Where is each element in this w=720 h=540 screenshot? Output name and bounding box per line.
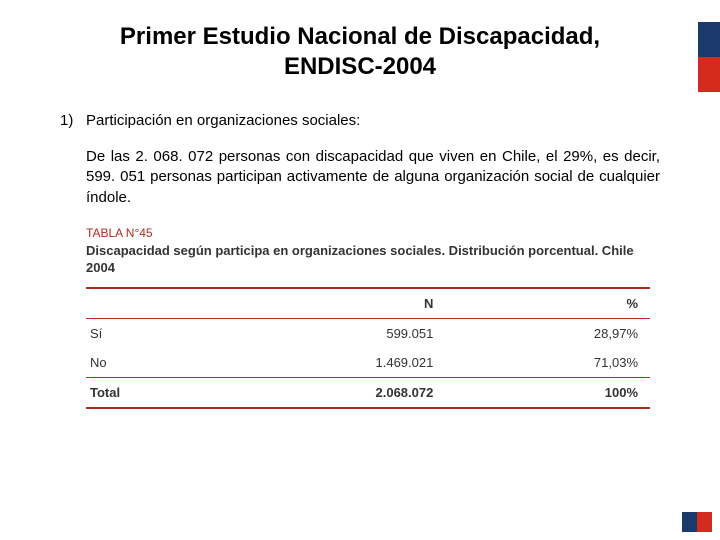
table-row: No 1.469.021 71,03% xyxy=(86,348,650,378)
total-n: 2.068.072 xyxy=(289,377,503,408)
flag-red xyxy=(698,57,720,92)
corner-red xyxy=(697,512,712,532)
row-pct: 71,03% xyxy=(503,348,650,378)
total-label: Total xyxy=(86,377,289,408)
row-n: 1.469.021 xyxy=(289,348,503,378)
table-wrap: TABLA N°45 Discapacidad según participa … xyxy=(86,226,650,409)
content-area: 1) Participación en organizaciones socia… xyxy=(0,82,720,409)
flag-stripe xyxy=(698,22,720,92)
page-title: Primer Estudio Nacional de Discapacidad,… xyxy=(0,0,720,82)
row-label: No xyxy=(86,348,289,378)
col-header-pct: % xyxy=(503,288,650,319)
corner-flag xyxy=(682,512,712,532)
table-header-row: N % xyxy=(86,288,650,319)
col-header-n: N xyxy=(289,288,503,319)
table-caption: Discapacidad según participa en organiza… xyxy=(86,242,650,277)
row-label: Sí xyxy=(86,318,289,348)
body-paragraph: De las 2. 068. 072 personas con discapac… xyxy=(86,147,660,208)
table-total-row: Total 2.068.072 100% xyxy=(86,377,650,408)
flag-blue xyxy=(698,22,720,57)
item-text: Participación en organizaciones sociales… xyxy=(86,112,360,129)
row-n: 599.051 xyxy=(289,318,503,348)
title-line-1: Primer Estudio Nacional de Discapacidad, xyxy=(120,23,600,50)
data-table: N % Sí 599.051 28,97% No 1.469.021 71,03… xyxy=(86,287,650,409)
col-header-blank xyxy=(86,288,289,319)
item-number: 1) xyxy=(60,112,78,129)
table-label: TABLA N°45 xyxy=(86,226,650,240)
numbered-item: 1) Participación en organizaciones socia… xyxy=(60,112,660,129)
corner-blue xyxy=(682,512,697,532)
table-row: Sí 599.051 28,97% xyxy=(86,318,650,348)
total-pct: 100% xyxy=(503,377,650,408)
title-line-2: ENDISC-2004 xyxy=(284,53,436,80)
row-pct: 28,97% xyxy=(503,318,650,348)
